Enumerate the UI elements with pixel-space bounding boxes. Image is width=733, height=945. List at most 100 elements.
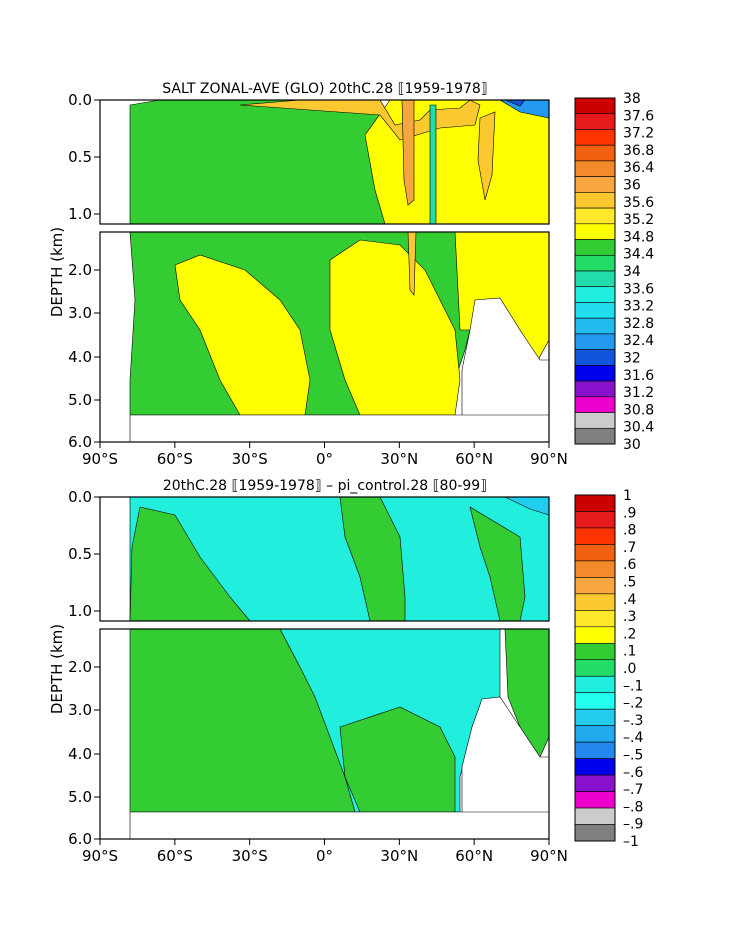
colorbar-swatch [574, 302, 616, 319]
chart-title: SALT ZONAL-AVE (GLO) 20thC.28 ⟦1959-1978… [162, 81, 488, 97]
x-tick-label: 90°S [82, 847, 118, 865]
colorbar-swatch [574, 365, 616, 382]
y-tick-label: 0.5 [68, 545, 92, 563]
colorbar-swatch [574, 527, 616, 545]
y-tick-label: 1.0 [68, 602, 92, 620]
colorbar-swatch [574, 692, 616, 710]
colorbar-label: –.9 [623, 817, 643, 833]
colorbar-swatch [574, 192, 616, 209]
x-tick-label: 90°S [82, 450, 118, 468]
colorbar-label: 37.2 [623, 126, 654, 142]
colorbar-swatch [574, 659, 616, 677]
colorbar-label: .7 [623, 540, 636, 556]
colorbar-swatch [574, 380, 616, 398]
colorbar-swatch [574, 113, 616, 130]
y-tick-label: 2.0 [68, 261, 92, 279]
colorbar-label: .2 [623, 626, 636, 642]
contour-region [477, 111, 496, 201]
colorbar-swatch [574, 593, 616, 611]
y-tick-label: 2.0 [68, 658, 92, 676]
colorbar-swatch [574, 642, 616, 661]
colorbar-label: 37.6 [623, 108, 654, 124]
colorbar-swatch [574, 774, 616, 792]
y-tick-label: 6.0 [68, 433, 92, 451]
colorbar-label: 30.4 [623, 420, 654, 436]
colorbar-swatch [574, 544, 616, 562]
contour-region [129, 811, 550, 840]
colorbar-swatch [574, 144, 616, 162]
x-tick-label: 30°N [380, 450, 418, 468]
colorbar-swatch [574, 741, 616, 759]
x-tick-label: 30°S [232, 450, 268, 468]
colorbar-swatch [574, 824, 616, 842]
colorbar-swatch [574, 286, 616, 303]
colorbar-swatch [574, 223, 616, 240]
colorbar-swatch [574, 494, 616, 512]
colorbar-label: 32.8 [623, 316, 654, 332]
colorbar-swatch [574, 511, 616, 529]
colorbar-swatch [574, 349, 616, 366]
colorbar-label: .4 [623, 592, 636, 608]
colorbar-label: .6 [623, 557, 636, 573]
colorbar-label: –.7 [623, 782, 643, 798]
y-tick-label: 5.0 [68, 788, 92, 806]
colorbar-swatch [574, 758, 616, 776]
colorbar-label: 32.4 [623, 333, 654, 349]
x-tick-label: 0° [316, 450, 333, 468]
colorbar-label: 31.6 [623, 368, 654, 384]
colorbar-swatch [574, 317, 616, 335]
colorbar-swatch [574, 254, 616, 272]
colorbar-label: 31.2 [623, 385, 654, 401]
y-tick-label: 3.0 [68, 304, 92, 322]
contour-region [429, 104, 437, 225]
colorbar-swatch [574, 97, 616, 115]
x-tick-label: 0° [316, 847, 333, 865]
contour-region [339, 706, 456, 813]
colorbar-label: –.1 [623, 678, 643, 694]
colorbar-swatch [574, 708, 616, 726]
contour-region [129, 506, 251, 622]
colorbar-label: .3 [623, 609, 636, 625]
x-tick-label: 30°S [232, 847, 268, 865]
x-tick-label: 90°N [530, 450, 568, 468]
colorbar-frame [574, 97, 616, 445]
colorbar-label: –.3 [623, 713, 643, 729]
colorbar-swatch [574, 129, 616, 146]
y-tick-label: 0.5 [68, 148, 92, 166]
upper-plot-frame [99, 99, 550, 225]
colorbar-label: 35.6 [623, 195, 654, 211]
salinity-panel: SALT ZONAL-AVE (GLO) 20thC.28 ⟦1959-1978… [48, 81, 654, 468]
contour-region [174, 254, 311, 416]
contour-region [129, 414, 550, 443]
colorbar-label: 1 [623, 488, 632, 504]
colorbar-label: 38 [623, 91, 641, 107]
colorbar-swatch [574, 396, 616, 413]
x-tick-label: 90°N [530, 847, 568, 865]
colorbar-swatch [574, 270, 616, 288]
colorbar-swatch [574, 725, 616, 743]
colorbar-swatch [574, 560, 616, 578]
x-tick-label: 30°N [380, 847, 418, 865]
colorbar-swatch [574, 791, 616, 809]
colorbar-label: .1 [623, 644, 636, 660]
colorbar-swatch [574, 626, 616, 644]
colorbar-label: 36.4 [623, 160, 654, 176]
y-tick-label: 0.0 [68, 91, 92, 109]
y-tick-label: 4.0 [68, 745, 92, 763]
contour-region [329, 239, 461, 416]
colorbar-label: 34 [623, 264, 641, 280]
colorbar-label: 33.6 [623, 281, 654, 297]
colorbar-swatch [574, 610, 616, 628]
colorbar-swatch [574, 207, 616, 225]
colorbar-swatch [574, 239, 616, 256]
upper-plot-frame [99, 496, 550, 622]
y-axis-label: DEPTH (km) [48, 227, 66, 317]
colorbar-label: –.6 [623, 765, 643, 781]
y-tick-label: 6.0 [68, 830, 92, 848]
colorbar-label: –1 [623, 834, 639, 850]
y-tick-label: 3.0 [68, 701, 92, 719]
colorbar-label: .0 [623, 661, 636, 677]
colorbar-label: –.4 [623, 730, 643, 746]
colorbar-swatch [574, 176, 616, 193]
